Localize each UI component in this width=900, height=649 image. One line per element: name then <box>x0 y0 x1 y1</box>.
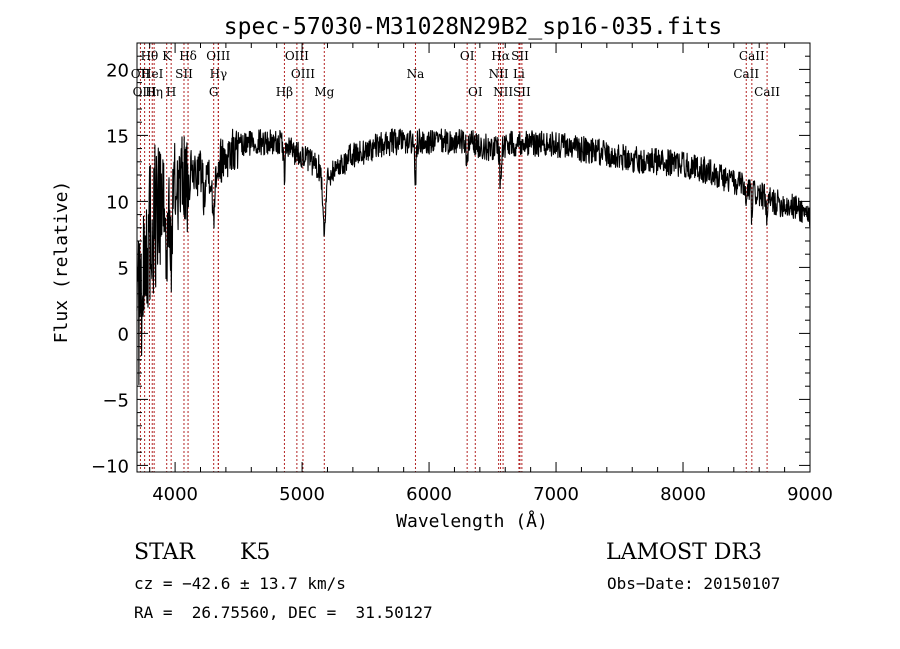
line-label: OI <box>468 85 483 99</box>
line-label: Hη <box>145 85 163 99</box>
x-tick-label: 5000 <box>279 484 325 505</box>
line-label: OI <box>460 49 475 63</box>
y-tick-label: −5 <box>102 390 129 411</box>
line-label: Hθ <box>141 49 159 63</box>
y-tick-label: −10 <box>91 456 129 477</box>
line-label: H <box>166 85 176 99</box>
x-tick-label: 7000 <box>533 484 579 505</box>
y-tick-label: 20 <box>106 60 129 81</box>
line-label: OIII <box>291 67 315 81</box>
plot-frame <box>136 42 811 473</box>
line-label: OII <box>131 67 151 81</box>
axis-tick-labels: 4000 5000 6000 7000 8000 9000 −10 −5 0 5 10 15 20 <box>91 60 833 505</box>
line-label: CaII <box>733 67 759 81</box>
line-label: SII <box>175 67 193 81</box>
axis-ticks <box>137 43 811 472</box>
line-label: OIII <box>285 49 309 63</box>
line-markers <box>139 43 768 472</box>
line-label: Hδ <box>179 49 197 63</box>
line-label: G <box>209 85 219 99</box>
y-axis-label: Flux (relative) <box>51 181 72 344</box>
line-label: Hα <box>491 49 510 63</box>
line-label: Hγ <box>210 67 228 81</box>
line-label: SII <box>511 49 529 63</box>
line-label: Na <box>407 67 425 81</box>
spectrum-line <box>136 128 811 386</box>
x-tick-label: 4000 <box>152 484 198 505</box>
line-label: NII <box>493 85 513 99</box>
y-tick-label: 10 <box>106 192 129 213</box>
line-label: CaII <box>739 49 765 63</box>
y-tick-label: 15 <box>106 126 129 147</box>
x-tick-label: 6000 <box>406 484 452 505</box>
ra-dec: RA = 26.75560, DEC = 31.50127 <box>134 603 433 622</box>
chart-title: spec-57030-M31028N29B2_sp16-035.fits <box>224 14 723 40</box>
object-class: STAR <box>134 540 195 565</box>
redshift-cz: cz = −42.6 ± 13.7 km/s <box>134 574 346 593</box>
line-label: HeI <box>141 67 164 81</box>
line-label: NII <box>489 67 509 81</box>
line-label: CaII <box>754 85 780 99</box>
x-tick-label: 9000 <box>787 484 833 505</box>
x-axis-label: Wavelength (Å) <box>396 510 548 532</box>
object-subclass: K5 <box>240 540 271 565</box>
x-tick-label: 8000 <box>660 484 706 505</box>
observation-date: Obs−Date: 20150107 <box>607 574 781 593</box>
line-label: OIII <box>206 49 230 63</box>
survey-name: LAMOST DR3 <box>606 540 762 565</box>
y-tick-label: 0 <box>118 324 129 345</box>
line-label: Li <box>513 67 525 81</box>
line-label: K <box>162 49 172 63</box>
line-label: Mg <box>314 85 334 99</box>
line-label: Hβ <box>276 85 293 99</box>
y-tick-label: 5 <box>118 258 129 279</box>
line-label: SII <box>513 85 531 99</box>
